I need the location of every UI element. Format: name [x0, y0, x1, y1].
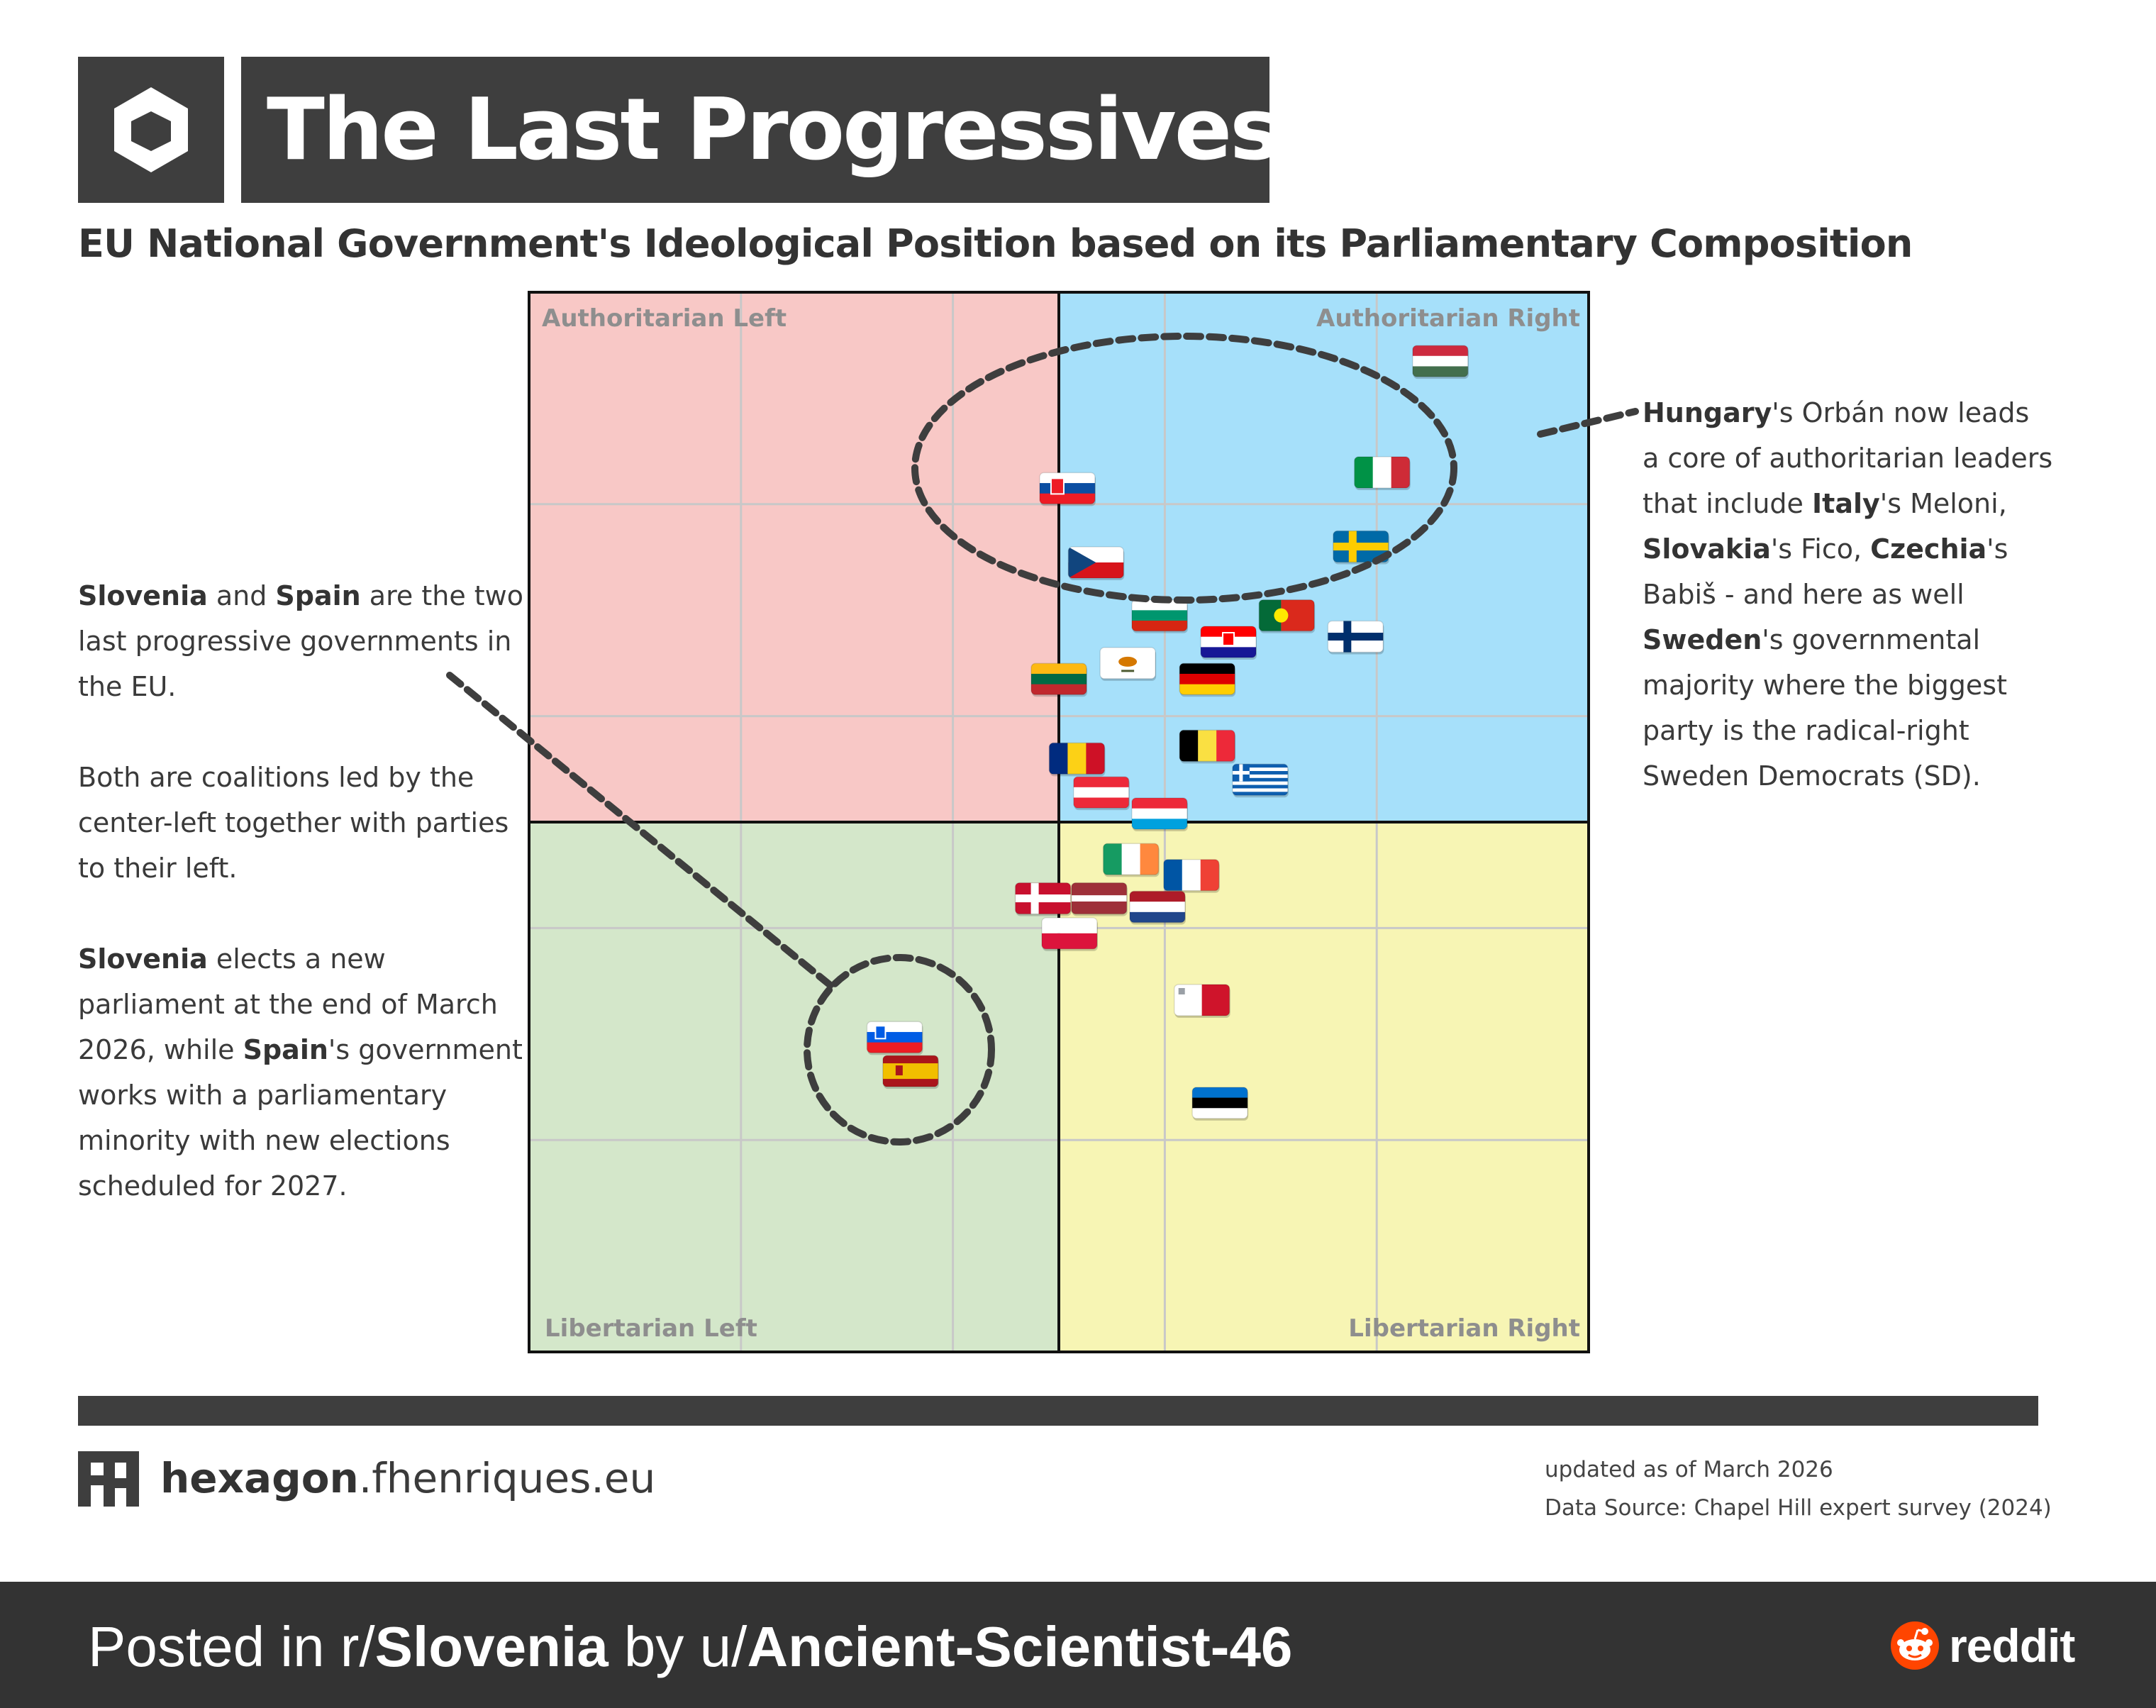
- flag-czechia: [1067, 546, 1125, 580]
- left-note-p2: Both are coalitions led by the center-le…: [78, 755, 532, 891]
- page-title: The Last Progressives: [267, 80, 1281, 179]
- flag-france: [1163, 858, 1220, 893]
- site-url[interactable]: hexagon.fhenriques.eu: [160, 1454, 655, 1502]
- left-note-p3: Slovenia elects a new parliament at the …: [78, 936, 532, 1209]
- flag-latvia: [1071, 882, 1128, 916]
- note-text: 's Fico,: [1770, 533, 1871, 565]
- flag-spain: [882, 1055, 939, 1089]
- flag-romania: [1048, 742, 1106, 777]
- left-note-p1: Slovenia and Spain are the two last prog…: [78, 573, 532, 709]
- flag-bulgaria: [1131, 599, 1188, 633]
- post-prefix: Posted in r/: [88, 1615, 375, 1678]
- hexagon-logo: [78, 57, 224, 203]
- flag-luxembourg: [1131, 797, 1188, 832]
- flag-germany: [1179, 662, 1236, 697]
- note-text: are the two last progressive governments…: [78, 580, 523, 702]
- user-link[interactable]: Ancient-Scientist-46: [747, 1615, 1293, 1678]
- right-annotation: Hungary's Orbán now leads a core of auth…: [1643, 390, 2054, 799]
- flag-hungary: [1412, 345, 1469, 379]
- site-domain: .fhenriques.eu: [358, 1454, 656, 1502]
- authoritarian-core-circle: [911, 333, 1457, 604]
- flag-austria: [1073, 776, 1130, 811]
- note-text: 's governmental majority where the bigge…: [1643, 624, 2007, 792]
- note-text: 's government works with a parliamentary…: [78, 1034, 523, 1202]
- quadrant-label: Authoritarian Left: [542, 304, 787, 333]
- flag-malta: [1173, 984, 1230, 1018]
- left-connector-line: [446, 672, 835, 989]
- left-annotation: Slovenia and Spain are the two last prog…: [78, 573, 532, 1209]
- flag-denmark: [1014, 882, 1072, 916]
- note-text: Both are coalitions led by the center-le…: [78, 762, 509, 884]
- flag-portugal: [1258, 599, 1316, 633]
- flag-belgium: [1179, 729, 1236, 764]
- quadrant-authoritarian-left: [529, 292, 1059, 822]
- quadrant-label: Authoritarian Right: [1316, 304, 1580, 333]
- updated-date: updated as of March 2026: [1545, 1457, 1833, 1482]
- country-name-bold: Czechia: [1870, 533, 1987, 565]
- flag-greece: [1232, 763, 1289, 798]
- chart-border: [528, 291, 1590, 1353]
- quadrant-label: Libertarian Right: [1348, 1314, 1580, 1343]
- country-name-bold: Sweden: [1643, 624, 1762, 655]
- country-name-bold: Slovakia: [1643, 533, 1771, 565]
- note-text: 's Orbán now leads a core of authoritari…: [1643, 397, 2053, 519]
- flag-ireland: [1102, 843, 1160, 877]
- data-source: Data Source: Chapel Hill expert survey (…: [1545, 1495, 2052, 1521]
- fh-logo-icon: [78, 1451, 139, 1507]
- note-text: and: [207, 580, 276, 611]
- flag-italy: [1353, 456, 1411, 490]
- country-name-bold: Hungary: [1643, 397, 1772, 428]
- right-note-p1: Hungary's Orbán now leads a core of auth…: [1643, 390, 2054, 799]
- country-name-bold: Spain: [243, 1034, 328, 1065]
- flag-netherlands: [1129, 890, 1186, 925]
- note-text: elects a new parliament at the end of Ma…: [78, 943, 498, 1065]
- quadrant-label: Libertarian Left: [545, 1314, 757, 1343]
- page-subtitle: EU National Government's Ideological Pos…: [78, 221, 1913, 266]
- flag-croatia: [1200, 626, 1257, 660]
- footer-divider: [78, 1396, 2038, 1426]
- quadrant-libertarian-left: [529, 822, 1059, 1352]
- title-banner: The Last Progressives: [241, 57, 1281, 203]
- flag-slovakia: [1039, 472, 1096, 506]
- progressive-circle: [804, 954, 995, 1146]
- flag-finland: [1327, 620, 1384, 655]
- reddit-logo[interactable]: reddit: [1889, 1619, 2075, 1673]
- flag-estonia: [1191, 1087, 1249, 1121]
- hexagon-logo-icon: [114, 87, 188, 172]
- post-by: by u/: [608, 1615, 748, 1678]
- note-text: 's Meloni,: [1879, 488, 2007, 519]
- chart-meta: updated as of March 2026 Data Source: Ch…: [1545, 1451, 2052, 1527]
- country-name-bold: Italy: [1812, 488, 1880, 519]
- quadrant-authoritarian-right: [1059, 292, 1589, 822]
- post-attribution: Posted in r/Slovenia by u/Ancient-Scient…: [88, 1614, 1292, 1680]
- country-name-bold: Slovenia: [78, 580, 208, 611]
- flag-lithuania: [1030, 662, 1087, 697]
- flag-slovenia: [866, 1021, 923, 1055]
- site-brand: hexagon: [160, 1454, 359, 1502]
- flag-poland: [1041, 917, 1098, 951]
- reddit-wordmark: reddit: [1949, 1619, 2075, 1672]
- political-compass-chart: Authoritarian Left Authoritarian Right Lib…: [446, 291, 1639, 1353]
- right-connector-line: [1537, 408, 1639, 438]
- reddit-alien-icon: [1891, 1621, 1939, 1670]
- country-name-bold: Spain: [275, 580, 361, 611]
- note-text: 's Babiš - and here as well: [1643, 533, 2008, 610]
- country-name-bold: Slovenia: [78, 943, 208, 975]
- subreddit-link[interactable]: Slovenia: [374, 1615, 609, 1678]
- post-bar: Posted in r/Slovenia by u/Ancient-Scient…: [0, 1582, 2156, 1708]
- flag-sweden: [1333, 530, 1389, 565]
- flag-cyprus: [1099, 647, 1157, 681]
